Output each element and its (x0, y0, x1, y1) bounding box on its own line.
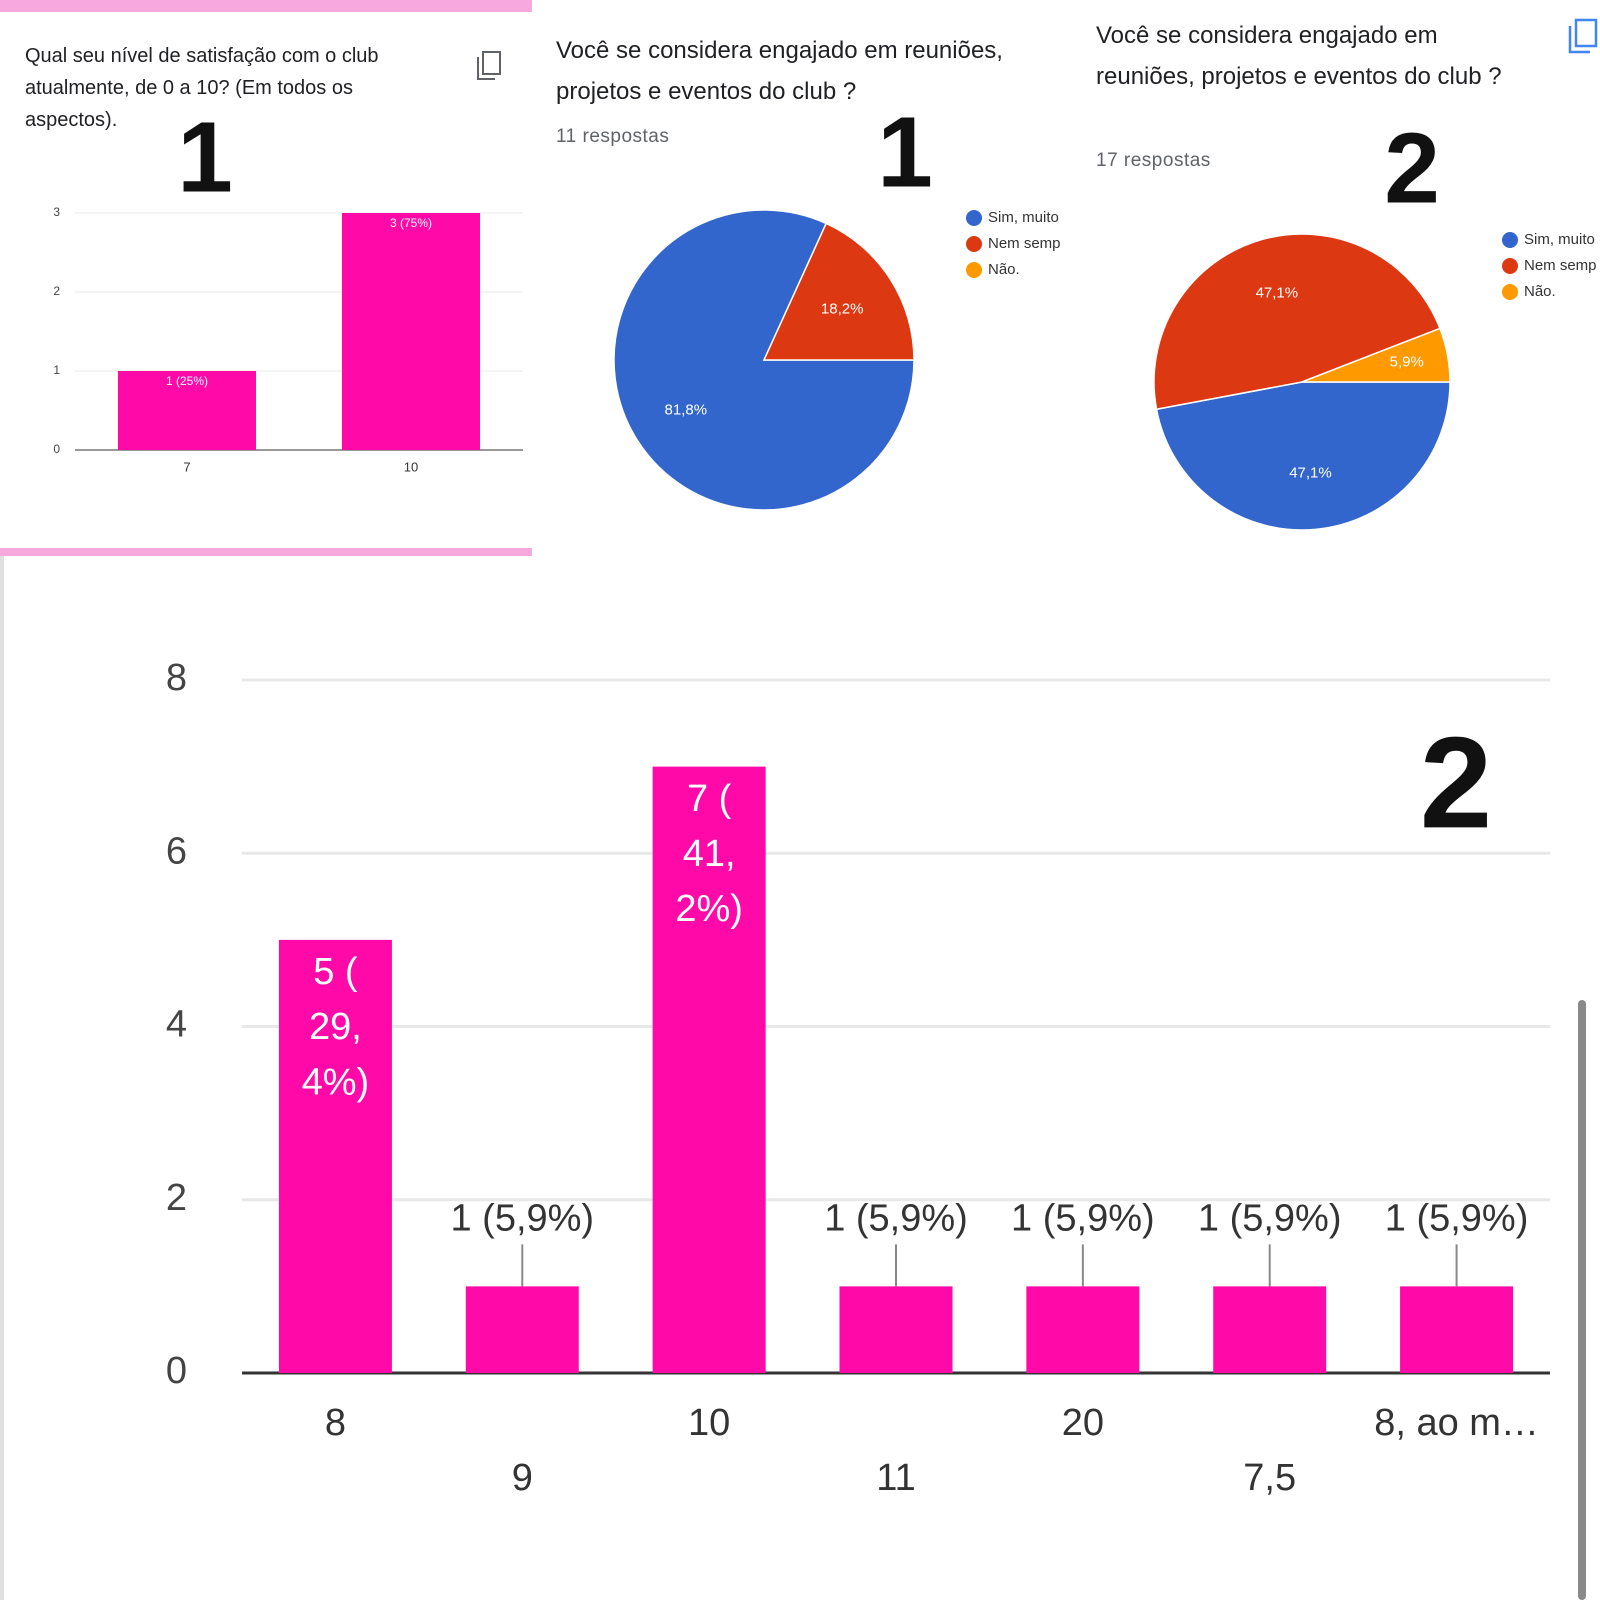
y-tick-label: 6 (166, 830, 187, 872)
legend-swatch (1502, 258, 1518, 274)
bar (1026, 1286, 1140, 1373)
pie-slice (1155, 381, 1451, 531)
chart-subtitle: 17 respostas (1096, 150, 1211, 171)
data-label: 5 (29, 4%) (302, 951, 370, 1103)
data-label: 47,1% (1289, 464, 1332, 481)
y-tick-label: 2 (53, 284, 60, 298)
annotation: 1 (177, 101, 233, 213)
data-label: 1 (5,9%) (824, 1197, 968, 1239)
copy-icon (1568, 18, 1598, 54)
data-label: 1 (5,9%) (1198, 1197, 1342, 1239)
x-tick-label: 10 (404, 459, 418, 474)
chart-title: Qual seu nível de satisfação com o club … (25, 45, 379, 131)
legend-label: Sim, muito (1524, 231, 1595, 248)
annotation: 2 (1420, 709, 1492, 855)
pie-slice (762, 222, 915, 361)
panel-border (0, 556, 4, 1600)
data-label: 18,2% (821, 301, 864, 318)
pie-slice (1301, 327, 1451, 383)
legend-swatch (966, 210, 982, 226)
legend-swatch (1502, 232, 1518, 248)
x-tick-label: 8, ao m… (1374, 1402, 1539, 1444)
data-label: 3 (75%) (390, 216, 432, 230)
y-tick-label: 4 (166, 1004, 187, 1046)
bar (465, 1286, 579, 1373)
x-tick-label: 7,5 (1243, 1457, 1296, 1499)
data-label: 47,1% (1256, 285, 1299, 302)
copy-icon (477, 51, 501, 80)
data-label: 1 (5,9%) (450, 1197, 594, 1239)
bar (1213, 1286, 1327, 1373)
data-label: 1 (5,9%) (1011, 1197, 1155, 1239)
x-tick-label: 7 (183, 459, 190, 474)
legend-label: Não. (1524, 283, 1556, 300)
bar (1400, 1286, 1514, 1373)
x-tick-label: 20 (1062, 1402, 1104, 1444)
y-tick-label: 3 (53, 205, 60, 219)
bar (278, 939, 392, 1373)
y-tick-label: 2 (166, 1177, 187, 1219)
y-tick-label: 8 (166, 657, 187, 699)
legend-label: Sim, muito (988, 209, 1059, 226)
x-tick-label: 11 (876, 1457, 915, 1499)
legend-label: Nem semp (988, 235, 1061, 252)
panel-border (0, 0, 532, 12)
panel-border (0, 548, 532, 556)
bar (342, 213, 480, 450)
legend-swatch (1502, 284, 1518, 300)
x-tick-label: 9 (512, 1457, 533, 1499)
legend-swatch (966, 236, 982, 252)
data-label: 81,8% (665, 401, 708, 418)
bar (652, 766, 766, 1373)
legend-label: Não. (988, 261, 1020, 278)
bar (118, 371, 256, 450)
data-label: 1 (25%) (166, 374, 208, 388)
legend: Sim, muito Nem semp Não. (1502, 231, 1597, 300)
scrollbar (1578, 1000, 1586, 1600)
annotation: 2 (1384, 112, 1440, 224)
y-tick-label: 0 (166, 1350, 187, 1392)
data-label: 5,9% (1390, 353, 1424, 370)
legend: Sim, muito Nem semp Não. (966, 209, 1061, 278)
annotation: 1 (877, 96, 933, 208)
legend-label: Nem semp (1524, 257, 1597, 274)
pie-slice (1153, 233, 1441, 411)
legend-swatch (966, 262, 982, 278)
data-label: 1 (5,9%) (1385, 1197, 1529, 1239)
x-tick-label: 10 (688, 1402, 730, 1444)
chart-title: Você se considera engajado em reuniões, … (1096, 22, 1502, 90)
y-tick-label: 1 (53, 363, 60, 377)
x-tick-label: 8 (325, 1402, 346, 1444)
chart-subtitle: 11 respostas (556, 126, 670, 147)
chart-title: Você se considera engajado em reuniões, … (556, 37, 1003, 105)
data-label: 7 (41, 2%) (675, 778, 743, 930)
bar (839, 1286, 953, 1373)
y-tick-label: 0 (53, 442, 60, 456)
